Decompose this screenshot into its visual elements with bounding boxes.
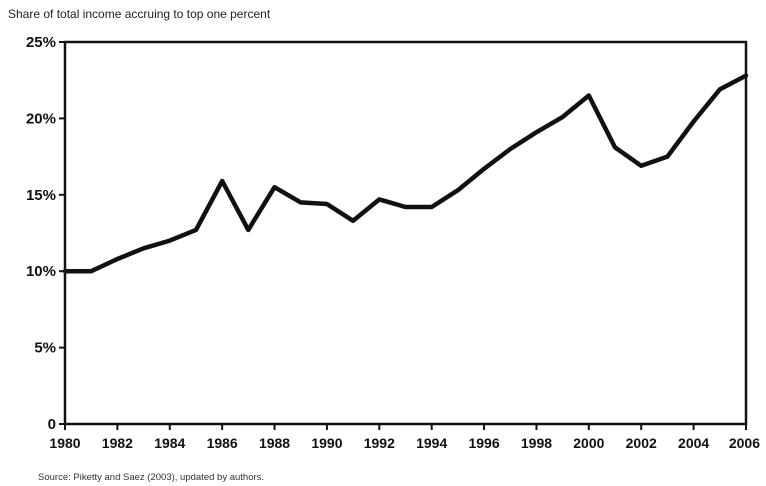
x-tick-label: 1980 xyxy=(49,435,80,451)
y-tick-label: 10% xyxy=(26,263,56,280)
y-tick-label: 20% xyxy=(26,110,56,127)
series-line xyxy=(62,73,749,274)
y-tick-label: 5% xyxy=(34,340,56,357)
x-tick-label: 1990 xyxy=(311,435,342,451)
x-tick-label: 1984 xyxy=(154,435,185,451)
y-tick-label: 25% xyxy=(26,34,56,51)
series-group xyxy=(62,73,749,274)
x-tick-label: 2002 xyxy=(626,435,657,451)
x-tick-label: 1986 xyxy=(207,435,238,451)
y-axis: 0 5% 10% 15% 20% 25% xyxy=(26,34,65,433)
x-axis: 1980 1982 1984 1986 1988 1990 1992 1994 1996 1998… xyxy=(49,424,760,451)
chart-source: Source: Piketty and Saez (2003), updated… xyxy=(38,472,264,483)
y-tick-label: 15% xyxy=(26,187,56,204)
y-tick-label: 0 xyxy=(48,416,56,433)
x-tick-label: 1996 xyxy=(468,435,499,451)
x-tick-label: 1994 xyxy=(416,435,447,451)
chart-subtitle: Share of total income accruing to top on… xyxy=(8,7,271,21)
plot-frame xyxy=(63,40,748,426)
x-tick-label: 1998 xyxy=(521,435,552,451)
x-tick-label: 1988 xyxy=(259,435,290,451)
x-tick-label: 1982 xyxy=(102,435,133,451)
x-tick-label: 1992 xyxy=(364,435,395,451)
x-tick-label: 2000 xyxy=(573,435,604,451)
x-tick-label: 2006 xyxy=(729,435,760,451)
x-tick-label: 2004 xyxy=(678,435,709,451)
